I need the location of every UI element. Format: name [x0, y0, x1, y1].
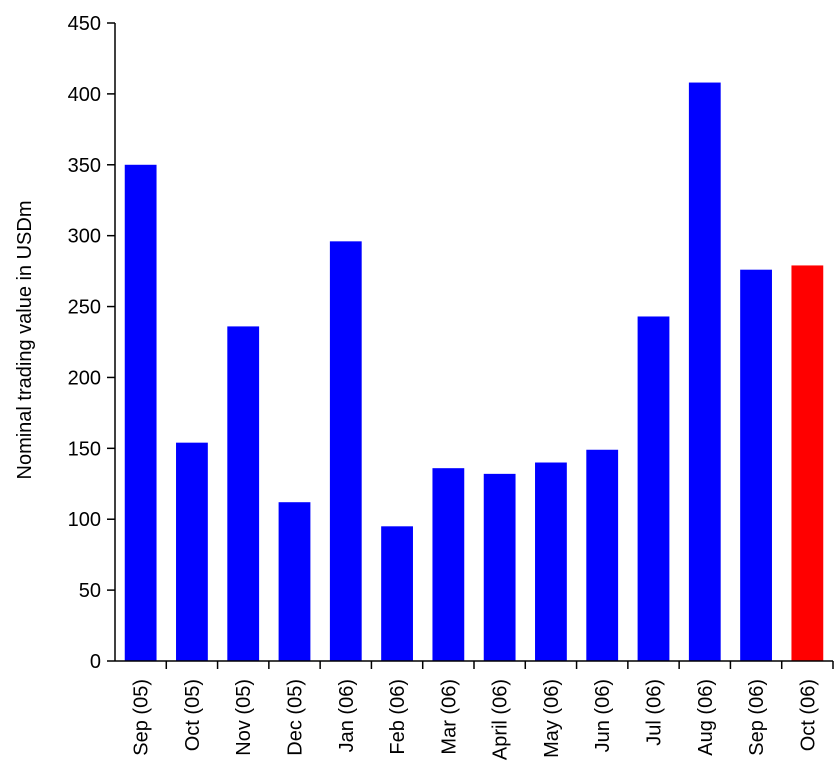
- x-tick-label: Sep (06): [746, 679, 768, 756]
- bar: [637, 316, 670, 661]
- y-tick-label: 0: [90, 651, 101, 673]
- y-axis-ticks: 0 50 100 150 200 250 300 350 400 450: [68, 13, 115, 673]
- bar: [688, 82, 721, 661]
- bar: [483, 473, 516, 661]
- bar: [740, 269, 772, 661]
- bar: [227, 326, 260, 661]
- y-tick-label: 100: [68, 509, 101, 531]
- y-tick-label: 50: [79, 580, 101, 602]
- x-tick-label: Sep (05): [131, 679, 153, 756]
- bar: [381, 526, 413, 661]
- x-tick-label: Feb (06): [387, 679, 409, 755]
- y-tick-label: 350: [68, 155, 101, 177]
- x-tick-label: Jun (06): [592, 679, 614, 752]
- x-tick-label: Aug (06): [695, 679, 717, 756]
- bar: [535, 462, 567, 661]
- y-tick-label: 150: [68, 438, 101, 460]
- x-tick-label: Mar (06): [438, 679, 460, 755]
- x-tick-label: Nov (05): [233, 679, 255, 756]
- x-tick-label: May (06): [541, 679, 563, 758]
- x-tick-label: Jan (06): [336, 679, 358, 752]
- x-tick-label: Jul (06): [644, 679, 666, 746]
- y-tick-label: 300: [68, 226, 101, 248]
- bar: [176, 442, 208, 661]
- y-tick-label: 400: [68, 84, 101, 106]
- bars: [124, 82, 824, 662]
- bar: [329, 241, 362, 662]
- x-axis-tick-labels: Sep (05) Oct (05) Nov (05) Dec (05) Jan (06)…: [131, 661, 834, 760]
- x-tick-label: April (06): [490, 679, 512, 760]
- x-tick-label: Oct (06): [797, 679, 819, 751]
- x-tick-label: Dec (05): [285, 679, 307, 756]
- bar: [791, 265, 824, 661]
- bar: [432, 468, 465, 661]
- y-tick-label: 250: [68, 297, 101, 319]
- x-tick-label: Oct (05): [182, 679, 204, 751]
- bar: [278, 502, 311, 661]
- y-tick-label: 200: [68, 367, 101, 389]
- y-tick-label: 450: [68, 13, 101, 35]
- y-axis-title: Nominal trading value in USDm: [14, 200, 36, 479]
- bar: [124, 164, 157, 661]
- bar: [586, 449, 619, 661]
